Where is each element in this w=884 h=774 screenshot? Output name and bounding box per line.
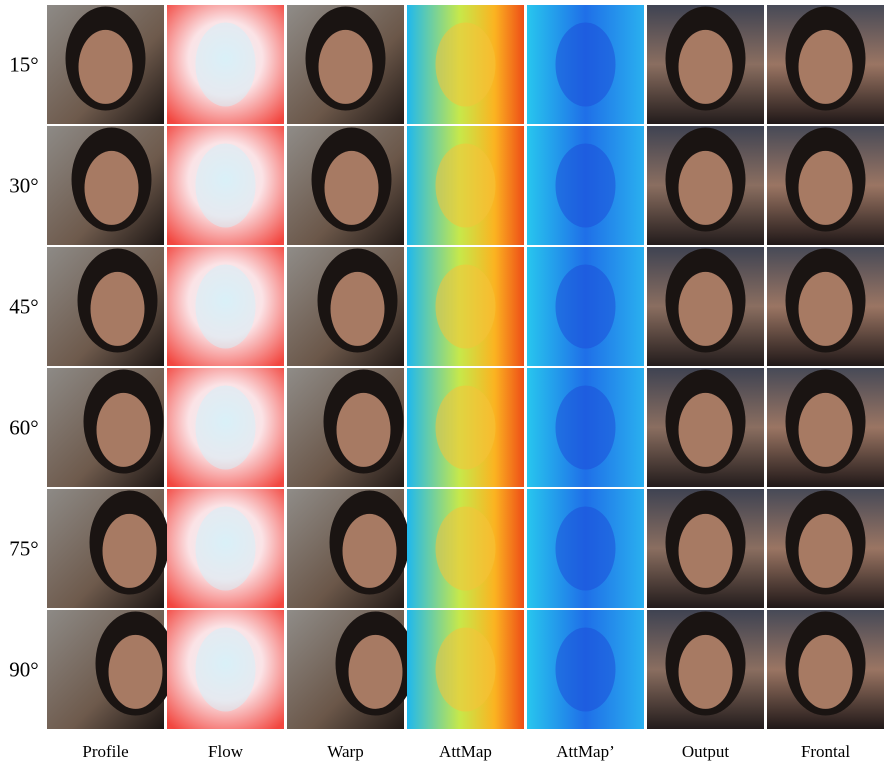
column-label: Profile [82,742,128,761]
face [799,151,853,225]
row-label: 30° [9,174,38,198]
face-map [556,144,616,228]
face [679,151,733,225]
face [97,393,151,467]
face [799,514,853,588]
face [799,393,853,467]
row-label: 15° [9,53,38,77]
row-label: 75° [9,537,38,561]
row-label: 45° [9,295,38,319]
face [799,272,853,346]
face [319,30,373,104]
face [79,30,133,104]
row-label: 90° [9,658,38,682]
face [799,30,853,104]
face-map [436,507,496,591]
face-map [196,507,256,591]
column-label: Frontal [801,742,850,761]
face [343,514,397,588]
face [337,393,391,467]
face-map [556,628,616,712]
face-map [196,628,256,712]
face-map [436,144,496,228]
face [325,151,379,225]
face [91,272,145,346]
face-map [196,265,256,349]
face-map [556,265,616,349]
face-map [196,144,256,228]
face [85,151,139,225]
face [679,30,733,104]
face [679,393,733,467]
face-map [436,23,496,107]
face-map [436,386,496,470]
row-label: 60° [9,416,38,440]
face-map [196,23,256,107]
face-map [196,386,256,470]
face-map [436,628,496,712]
face [679,272,733,346]
face-map [556,507,616,591]
face [103,514,157,588]
face [349,635,403,709]
column-label: AttMap’ [556,742,615,761]
face [679,514,733,588]
face [679,635,733,709]
figure: 15° 30° 45° 60° 75° 90° Profile Flow Warp AttMap A… [0,0,884,769]
face-map [436,265,496,349]
face [109,635,163,709]
column-label: Flow [208,742,244,761]
column-label: Output [682,742,730,761]
column-label: AttMap [439,742,492,761]
face [799,635,853,709]
face-map [556,23,616,107]
face-map [556,386,616,470]
face [331,272,385,346]
column-label: Warp [327,742,363,761]
